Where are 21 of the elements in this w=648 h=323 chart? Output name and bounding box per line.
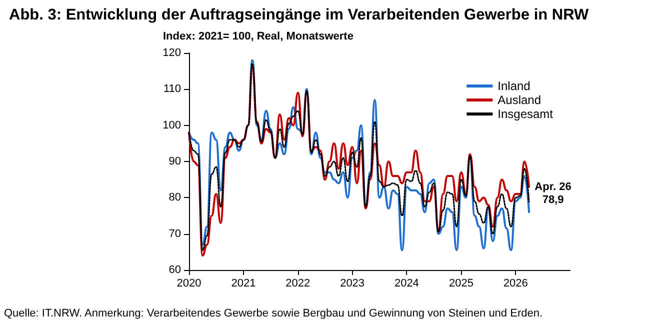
y-tick-label: 60 [168,264,181,276]
y-tick-label: 100 [162,119,181,132]
x-tick-label: 2022 [286,278,310,290]
x-tick-label: 2026 [503,278,528,290]
y-tick-label: 90 [168,156,181,168]
chart-title: Abb. 3: Entwicklung der Auftragseingänge im Verarbeitenden Gewerbe in NRW [9,6,589,24]
y-tick-label: 70 [168,228,181,240]
y-tick-label: 80 [168,192,181,204]
x-tick-label: 2021 [231,278,256,290]
chart-subtitle: Index: 2021= 100, Real, Monatswerte [163,30,354,42]
x-tick-label: 2020 [176,278,202,290]
x-tick-label: 2023 [340,278,365,290]
legend-label: Inland [498,79,530,93]
y-tick-label: 110 [163,83,181,96]
annotation: Apr. 26 78,9 [534,181,572,206]
y-tick-label: 120 [162,47,181,59]
legend-label: Insgesamt [498,107,554,121]
legend-label: Ausland [498,93,542,107]
x-tick-label: 2025 [448,278,474,290]
x-tick-label: 2024 [394,278,419,290]
source-note: Quelle: IT.NRW. Anmerkung: Verarbeitendes Gewerbe sowie Bergbau und Gewinnung von Steinen und Erden. [4,308,543,320]
